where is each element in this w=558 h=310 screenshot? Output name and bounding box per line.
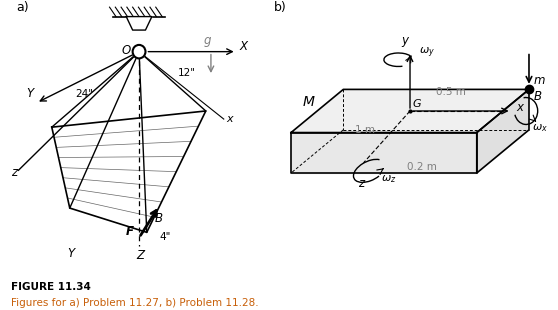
Text: z: z	[358, 177, 364, 190]
Text: 0.2 m: 0.2 m	[407, 162, 437, 172]
Text: $\omega_y$: $\omega_y$	[418, 46, 435, 60]
Text: 24": 24"	[75, 90, 93, 100]
Polygon shape	[291, 89, 529, 133]
Text: a): a)	[16, 1, 28, 14]
Text: 0.5 m: 0.5 m	[436, 87, 466, 97]
Text: FIGURE 11.34: FIGURE 11.34	[11, 282, 91, 292]
Text: $\omega_x$: $\omega_x$	[532, 122, 548, 134]
Polygon shape	[477, 89, 529, 173]
Text: M: M	[302, 95, 315, 108]
Text: Y: Y	[67, 247, 74, 259]
Text: B: B	[155, 211, 162, 224]
Text: B: B	[533, 90, 541, 103]
Text: F: F	[126, 225, 134, 238]
Text: Figures for a) Problem 11.27, b) Problem 11.28.: Figures for a) Problem 11.27, b) Problem…	[11, 298, 259, 308]
Text: Z: Z	[137, 249, 145, 262]
Text: z: z	[11, 166, 17, 179]
Text: 12": 12"	[177, 68, 195, 78]
Text: X: X	[239, 40, 247, 53]
Text: x: x	[516, 101, 523, 114]
Text: G: G	[413, 99, 421, 109]
Text: 1 m: 1 m	[355, 125, 375, 135]
Text: Y: Y	[26, 87, 33, 100]
Text: g: g	[203, 33, 211, 46]
Text: 4": 4"	[160, 232, 171, 242]
Text: O: O	[122, 44, 131, 57]
Polygon shape	[291, 133, 477, 173]
Text: x: x	[227, 114, 233, 124]
Polygon shape	[126, 16, 152, 30]
Text: m: m	[533, 74, 545, 87]
Text: y: y	[401, 33, 408, 46]
Circle shape	[133, 45, 146, 58]
Text: $\omega_z$: $\omega_z$	[381, 174, 397, 185]
Text: b): b)	[273, 1, 286, 14]
